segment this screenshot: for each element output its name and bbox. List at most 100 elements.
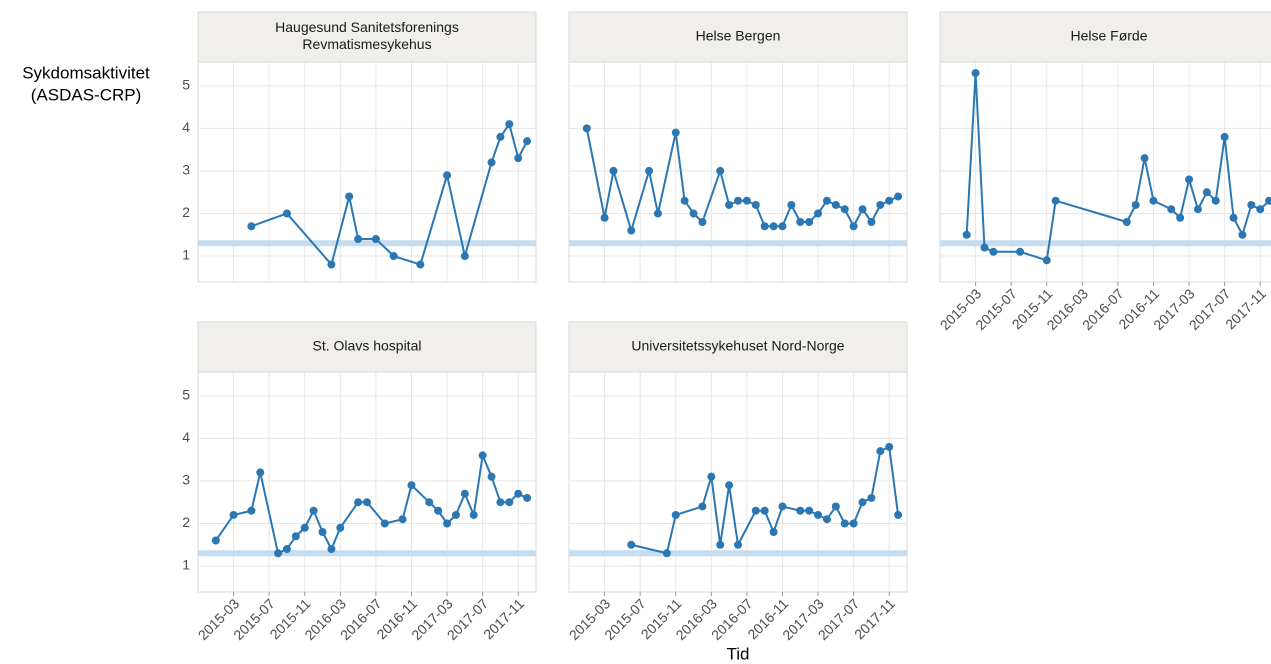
- y-tick-label: 4: [182, 119, 190, 135]
- data-point: [247, 222, 256, 231]
- data-point: [698, 502, 707, 511]
- data-point: [291, 532, 300, 541]
- data-point: [336, 523, 345, 532]
- data-point: [831, 502, 840, 511]
- data-point: [274, 549, 283, 558]
- data-point: [478, 451, 487, 460]
- data-point: [1185, 175, 1194, 184]
- data-point: [849, 519, 858, 528]
- data-point: [1140, 154, 1149, 163]
- x-tick-label: 2017-11: [1222, 285, 1269, 332]
- panel-title: Haugesund Sanitetsforenings: [275, 19, 459, 35]
- y-tick-label: 2: [182, 204, 190, 220]
- data-point: [840, 519, 849, 528]
- data-point: [778, 222, 787, 231]
- data-point: [680, 196, 689, 205]
- data-point: [876, 200, 885, 209]
- data-point: [416, 260, 425, 269]
- data-point: [1193, 205, 1202, 214]
- data-point: [805, 506, 814, 515]
- data-point: [1051, 196, 1060, 205]
- data-point: [523, 137, 532, 146]
- data-point: [858, 205, 867, 214]
- data-point: [363, 498, 371, 507]
- data-point: [398, 515, 407, 524]
- data-point: [354, 498, 363, 507]
- data-point: [760, 222, 769, 231]
- panel: St. Olavs hospital123452015-032015-07201…: [182, 321, 537, 643]
- data-point: [496, 132, 505, 141]
- data-point: [256, 468, 265, 477]
- data-point: [725, 481, 734, 490]
- data-point: [443, 519, 452, 528]
- data-point: [980, 243, 989, 252]
- x-axis-title: Tid: [727, 644, 750, 663]
- data-point: [849, 222, 858, 231]
- data-point: [885, 196, 894, 205]
- plot-area: [568, 61, 908, 283]
- data-point: [769, 222, 778, 231]
- plot-area: [568, 371, 908, 593]
- data-point: [327, 545, 336, 554]
- data-point: [505, 120, 514, 129]
- data-point: [1211, 196, 1220, 205]
- data-point: [796, 218, 805, 226]
- data-point: [751, 506, 760, 515]
- panel: Helse Førde2015-032015-072015-112016-032…: [937, 11, 1271, 333]
- data-point: [300, 523, 309, 532]
- y-axis-title: (ASDAS-CRP): [31, 85, 142, 104]
- data-point: [814, 510, 823, 519]
- data-point: [760, 506, 769, 515]
- plot-area: [197, 371, 537, 593]
- data-point: [496, 498, 505, 507]
- plot-area: [197, 61, 537, 283]
- y-tick-label: 2: [182, 514, 190, 530]
- data-point: [867, 218, 876, 226]
- data-point: [971, 69, 980, 78]
- data-point: [318, 528, 327, 536]
- y-tick-label: 3: [182, 472, 190, 488]
- data-point: [876, 447, 885, 456]
- data-point: [734, 540, 742, 549]
- data-point: [814, 209, 823, 218]
- data-point: [443, 171, 452, 180]
- data-point: [487, 158, 496, 167]
- data-point: [671, 128, 680, 137]
- data-point: [751, 200, 760, 209]
- y-tick-label: 3: [182, 162, 190, 178]
- data-point: [380, 519, 389, 528]
- data-point: [662, 549, 671, 558]
- data-point: [885, 442, 894, 451]
- data-point: [407, 481, 416, 490]
- y-tick-label: 5: [182, 77, 190, 93]
- data-point: [627, 226, 636, 235]
- data-point: [1229, 213, 1238, 222]
- data-point: [1122, 218, 1131, 226]
- data-point: [609, 166, 618, 175]
- data-point: [627, 540, 636, 549]
- data-point: [1016, 247, 1025, 256]
- data-point: [1238, 230, 1247, 239]
- panel-strip: [197, 11, 537, 63]
- data-point: [327, 260, 336, 269]
- data-point: [1131, 200, 1140, 209]
- data-point: [787, 200, 796, 209]
- data-point: [742, 196, 751, 205]
- data-point: [769, 528, 778, 536]
- panel: Haugesund SanitetsforeningsRevmatismesyk…: [182, 11, 537, 283]
- data-point: [600, 213, 609, 222]
- data-point: [698, 218, 707, 226]
- panel-strip: [939, 11, 1271, 63]
- data-point: [1042, 256, 1051, 265]
- data-point: [487, 472, 496, 481]
- panel-strip: [568, 321, 908, 373]
- data-point: [858, 498, 867, 507]
- data-point: [840, 205, 849, 214]
- panel-title: Helse Bergen: [696, 28, 781, 44]
- data-point: [211, 536, 220, 545]
- data-point: [778, 502, 787, 511]
- panel-strip: [197, 321, 537, 373]
- data-point: [894, 192, 903, 201]
- x-tick-label: 2017-11: [851, 595, 898, 642]
